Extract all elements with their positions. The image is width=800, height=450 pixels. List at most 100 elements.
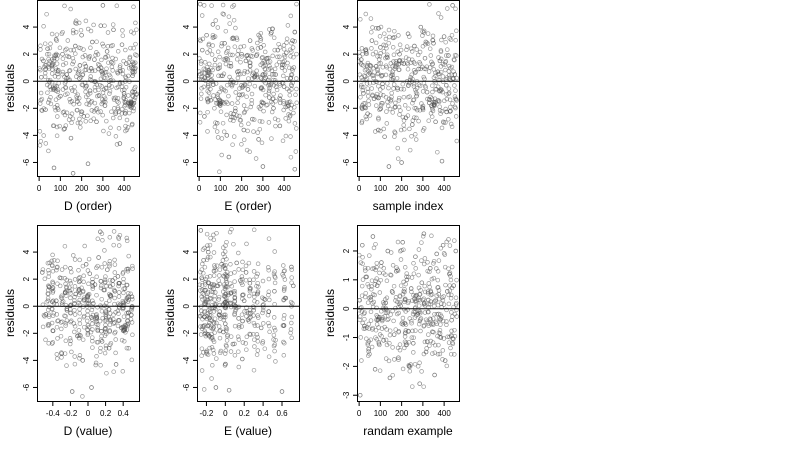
scatter-point [447, 97, 453, 103]
scatter-point [272, 47, 277, 53]
scatter-point [401, 247, 406, 252]
scatter-point [233, 108, 238, 114]
scatter-point [99, 69, 105, 74]
scatter-point [215, 135, 221, 140]
scatter-point [406, 364, 412, 369]
scatter-point [219, 152, 224, 158]
scatter-point [46, 322, 52, 327]
scatter-point [264, 55, 270, 61]
scatter-point [122, 104, 127, 109]
scatter-point [374, 305, 379, 311]
scatter-point [113, 337, 118, 342]
scatter-point [37, 129, 43, 134]
scatter-point [420, 29, 425, 34]
scatter-point [435, 277, 441, 283]
scatter-point [77, 278, 83, 284]
scatter-point [217, 169, 222, 175]
scatter-point [105, 44, 111, 49]
scatter-point [241, 103, 247, 108]
scatter-point [216, 73, 221, 79]
scatter-point [219, 136, 225, 141]
scatter-point [57, 283, 63, 289]
scatter-point [294, 1, 299, 7]
scatter-point [266, 309, 272, 314]
scatter-point [247, 280, 253, 286]
scatter-point [254, 352, 260, 357]
scatter-point [359, 75, 364, 80]
scatter-point [209, 73, 214, 78]
x-tick-label: -0.2 [200, 409, 214, 418]
scatter-point [426, 309, 431, 315]
scatter-point [54, 265, 60, 270]
scatter-point [452, 327, 457, 333]
scatter-point [376, 340, 382, 345]
scatter-point [56, 318, 61, 323]
scatter-point [416, 272, 421, 278]
scatter-point [51, 123, 57, 128]
scatter-point [98, 278, 104, 284]
scatter-point [388, 273, 394, 278]
scatter-point [98, 345, 103, 351]
scatter-point [92, 88, 98, 93]
scatter-point [439, 37, 444, 43]
scatter-point [98, 23, 104, 28]
scatter-point [282, 313, 287, 318]
scatter-point [440, 297, 446, 303]
scatter-point [56, 68, 61, 73]
scatter-point [273, 123, 278, 129]
scatter-point [77, 76, 82, 81]
scatter-point [38, 43, 43, 49]
scatter-point [112, 320, 117, 325]
scatter-point [219, 41, 225, 46]
scatter-point [398, 283, 404, 288]
scatter-point [197, 120, 203, 125]
x-tick-label: 200 [395, 409, 409, 418]
scatter-point [440, 357, 445, 362]
scatter-point [63, 313, 68, 319]
scatter-point [272, 280, 278, 286]
scatter-point [449, 333, 454, 339]
scatter-point [418, 24, 424, 30]
x-tick-label: 300 [96, 184, 110, 193]
scatter-point [123, 323, 129, 328]
scatter-point [258, 325, 264, 331]
scatter-point [268, 81, 274, 87]
scatter-point [77, 257, 82, 263]
scatter-point [216, 297, 221, 302]
scatter-point [444, 307, 449, 313]
scatter-point [385, 52, 390, 58]
scatter-point [446, 91, 451, 97]
scatter-point [430, 316, 436, 321]
scatter-point [76, 69, 81, 75]
scatter-point [427, 46, 433, 51]
scatter-point [104, 370, 109, 376]
scatter-point [218, 316, 223, 321]
scatter-point [430, 61, 436, 66]
scatter-point [406, 106, 411, 111]
scatter-point [206, 249, 211, 255]
scatter-point [417, 49, 423, 55]
scatter-point [44, 11, 49, 17]
scatter-point [281, 101, 286, 106]
scatter-point [76, 279, 82, 285]
scatter-point [116, 235, 121, 240]
scatter-point [431, 67, 437, 72]
scatter-point [255, 334, 260, 340]
scatter-point [264, 103, 269, 108]
scatter-point [363, 11, 369, 17]
scatter-point [422, 55, 428, 61]
scatter-point [207, 312, 212, 318]
scatter-point [130, 263, 135, 269]
scatter-point [84, 101, 89, 107]
scatter-point [369, 344, 375, 350]
scatter-point [266, 90, 272, 95]
scatter-point [251, 277, 256, 283]
scatter-point [216, 66, 221, 71]
scatter-point [411, 293, 416, 298]
scatter-point [405, 83, 411, 88]
scatter-point [120, 306, 126, 312]
scatter-point [75, 92, 81, 97]
scatter-point [120, 28, 125, 33]
scatter-point [94, 314, 100, 320]
